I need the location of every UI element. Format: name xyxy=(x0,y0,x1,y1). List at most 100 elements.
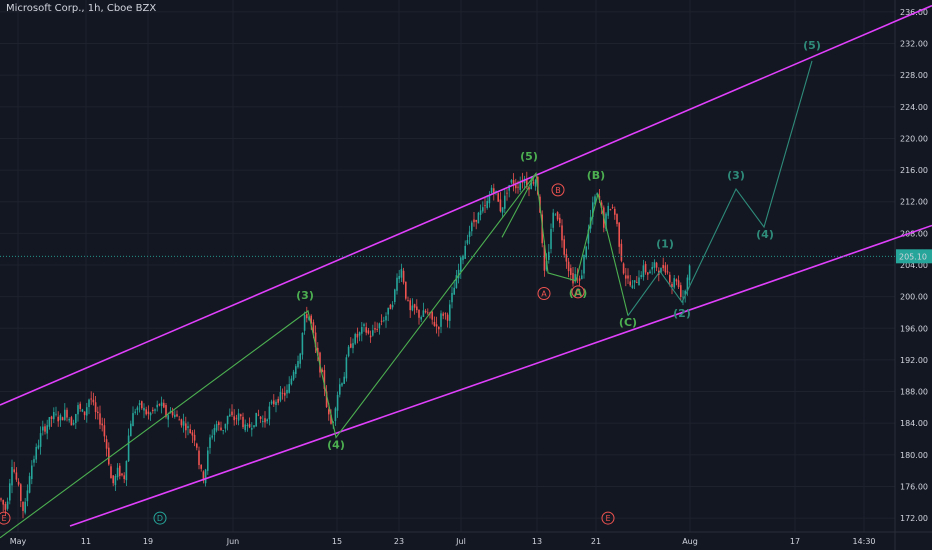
candle-body xyxy=(112,475,114,484)
candle-body xyxy=(471,222,473,232)
y-tick-label: 200.00 xyxy=(900,293,928,302)
candle-body xyxy=(378,323,381,329)
candle-body xyxy=(149,412,152,416)
candle-body xyxy=(374,327,376,330)
y-tick-label: 176.00 xyxy=(900,482,928,491)
candle-body xyxy=(97,411,99,413)
candle-body xyxy=(328,409,330,415)
wave-label: (4) xyxy=(327,438,345,451)
candle-body xyxy=(99,413,101,425)
candle-body xyxy=(609,209,612,211)
candle-body xyxy=(627,275,629,279)
candle-body xyxy=(277,398,279,403)
candle-body xyxy=(550,229,552,249)
candle-body xyxy=(556,212,559,220)
candle-body xyxy=(644,263,647,273)
y-tick-label: 204.00 xyxy=(900,261,928,270)
candle-body xyxy=(686,277,689,291)
circle-marker xyxy=(153,511,167,525)
candle-body xyxy=(55,413,57,415)
y-tick-label: 192.00 xyxy=(900,356,928,365)
candle-body xyxy=(407,300,409,301)
candle-body xyxy=(242,416,244,428)
candle-body xyxy=(182,421,185,426)
candle-body xyxy=(453,287,455,295)
candle-body xyxy=(191,432,194,436)
candle-body xyxy=(519,182,521,190)
candle-body xyxy=(532,182,535,184)
candle-body xyxy=(235,417,238,419)
candle-body xyxy=(554,214,557,216)
candle-body xyxy=(587,229,590,244)
candle-body xyxy=(17,481,20,485)
candle-body xyxy=(356,333,359,338)
candle-body xyxy=(22,501,24,511)
candle-body xyxy=(464,245,466,259)
candle-body xyxy=(273,400,275,405)
candle-body xyxy=(385,315,387,321)
candle-body xyxy=(226,415,229,425)
x-tick-label: 19 xyxy=(143,537,153,546)
candle-body xyxy=(534,179,537,187)
candle-body xyxy=(398,276,400,280)
candle-body xyxy=(653,262,656,268)
candle-body xyxy=(435,324,438,327)
candle-body xyxy=(530,180,532,189)
candle-body xyxy=(209,437,211,449)
candle-body xyxy=(125,460,128,481)
candle-body xyxy=(145,409,147,415)
candle-body xyxy=(442,313,444,316)
candle-body xyxy=(4,504,7,510)
candle-body xyxy=(171,411,174,416)
candle-body xyxy=(592,202,594,217)
candle-body xyxy=(279,391,282,401)
candle-body xyxy=(341,383,343,386)
candle-body xyxy=(75,413,77,424)
candle-body xyxy=(174,414,176,417)
candle-body xyxy=(431,311,433,320)
candle-body xyxy=(411,305,414,311)
circle-marker-label: E xyxy=(1,514,6,523)
candle-body xyxy=(253,425,255,428)
candle-body xyxy=(477,212,480,224)
candle-body xyxy=(233,416,235,421)
x-tick-label: Jul xyxy=(455,537,466,546)
candle-body xyxy=(673,278,675,288)
candle-body xyxy=(26,490,29,502)
candle-body xyxy=(92,399,95,403)
candle-body xyxy=(163,402,165,408)
candle-body xyxy=(317,347,319,356)
candle-body xyxy=(424,310,427,313)
candle-body xyxy=(490,187,493,193)
circle-marker xyxy=(571,285,585,299)
candle-body xyxy=(72,422,75,425)
candle-body xyxy=(158,404,161,406)
wave-path-projection xyxy=(627,60,813,316)
candle-body xyxy=(574,274,576,282)
y-tick-label: 184.00 xyxy=(900,419,928,428)
candle-body xyxy=(572,273,574,284)
candle-body xyxy=(515,184,517,189)
candle-body xyxy=(570,268,572,275)
candle-body xyxy=(526,178,528,188)
candle-body xyxy=(6,501,9,509)
candle-body xyxy=(213,428,216,435)
x-tick-label: Aug xyxy=(682,537,698,546)
candle-body xyxy=(559,217,561,224)
candle-body xyxy=(31,465,33,480)
candle-body xyxy=(218,422,220,426)
candle-body xyxy=(405,281,407,299)
wave-label: (1) xyxy=(656,238,674,251)
candle-body xyxy=(44,426,46,432)
y-tick-label: 236.00 xyxy=(900,8,928,17)
circle-marker xyxy=(551,183,565,197)
candle-body xyxy=(204,469,207,484)
candle-body xyxy=(446,314,449,321)
candle-body xyxy=(37,445,40,449)
candle-body xyxy=(270,401,273,404)
candle-body xyxy=(363,324,365,326)
candle-body xyxy=(119,465,121,477)
candle-body xyxy=(563,239,565,255)
